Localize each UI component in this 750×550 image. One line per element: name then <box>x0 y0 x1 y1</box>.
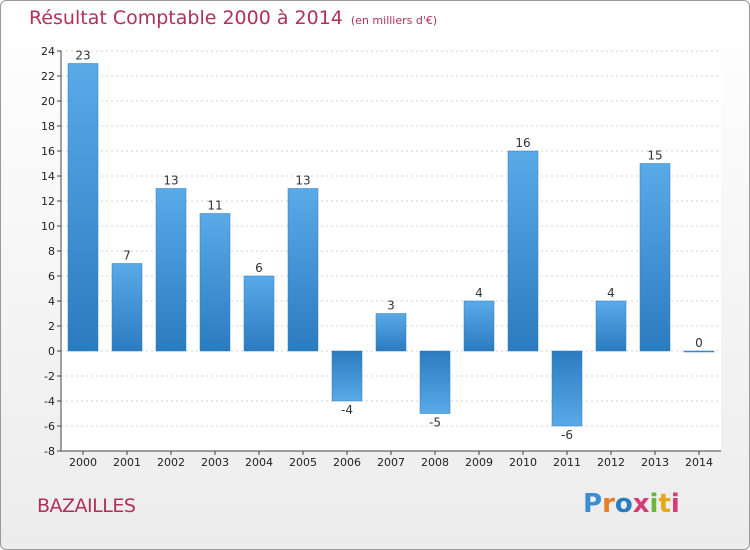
y-tick-label: -8 <box>44 445 55 458</box>
bar <box>155 188 187 352</box>
title-text: Résultat Comptable 2000 à 2014 <box>29 7 343 29</box>
logo-letter: i <box>649 489 659 519</box>
logo-letter: r <box>602 489 615 519</box>
bar <box>331 350 363 402</box>
y-tick-label: 16 <box>41 145 55 158</box>
bar <box>287 188 319 352</box>
bar <box>243 275 275 352</box>
logo-letter: t <box>658 489 671 519</box>
proxiti-logo[interactable]: Proxiti <box>583 489 680 519</box>
y-tick-label: 2 <box>48 320 55 333</box>
y-tick-label: 18 <box>41 120 55 133</box>
x-tick-label: 2008 <box>421 456 449 469</box>
bar <box>595 300 627 352</box>
bar <box>507 150 539 352</box>
y-tick-label: -6 <box>44 420 55 433</box>
data-label: 13 <box>295 174 310 188</box>
y-tick-label: 0 <box>48 345 55 358</box>
bar <box>639 163 671 352</box>
data-label: -6 <box>561 428 573 442</box>
x-tick-label: 2000 <box>69 456 97 469</box>
y-tick-label: 10 <box>41 220 55 233</box>
y-tick-label: 6 <box>48 270 55 283</box>
data-label: 7 <box>123 249 131 263</box>
x-tick-label: 2007 <box>377 456 405 469</box>
y-tick-label: 22 <box>41 70 55 83</box>
bar <box>463 300 495 352</box>
x-tick-label: 2009 <box>465 456 493 469</box>
y-tick-label: 8 <box>48 245 55 258</box>
x-tick-label: 2001 <box>113 456 141 469</box>
bar <box>67 63 99 352</box>
chart-title: Résultat Comptable 2000 à 2014 (en millie… <box>29 7 437 29</box>
bar <box>111 263 143 352</box>
y-tick-label: -4 <box>44 395 55 408</box>
bar <box>419 350 451 414</box>
x-tick-label: 2014 <box>685 456 713 469</box>
x-tick-label: 2012 <box>597 456 625 469</box>
data-label: 16 <box>515 136 530 150</box>
logo-letter: P <box>583 489 603 519</box>
x-tick-label: 2013 <box>641 456 669 469</box>
data-label: 4 <box>475 286 483 300</box>
y-tick-label: 14 <box>41 170 55 183</box>
data-label: 23 <box>75 49 90 63</box>
data-label: 3 <box>387 299 395 313</box>
data-label: -5 <box>429 416 441 430</box>
bar <box>551 350 583 427</box>
data-label: 4 <box>607 286 615 300</box>
data-label: 13 <box>163 174 178 188</box>
x-tick-label: 2010 <box>509 456 537 469</box>
title-unit: (en milliers d'€) <box>350 14 438 27</box>
x-tick-label: 2002 <box>157 456 185 469</box>
bar <box>375 313 407 352</box>
data-label: 0 <box>695 336 703 350</box>
y-tick-label: 12 <box>41 195 55 208</box>
y-tick-label: 24 <box>41 45 55 58</box>
bar <box>683 350 715 353</box>
y-tick-label: 20 <box>41 95 55 108</box>
data-label: -4 <box>341 403 353 417</box>
x-tick-label: 2004 <box>245 456 273 469</box>
x-tick-label: 2006 <box>333 456 361 469</box>
data-label: 11 <box>207 199 222 213</box>
data-label: 6 <box>255 261 263 275</box>
commune-name: BAZAILLES <box>37 495 136 517</box>
x-tick-label: 2003 <box>201 456 229 469</box>
data-label: 15 <box>647 149 662 163</box>
x-tick-label: 2011 <box>553 456 581 469</box>
x-tick-label: 2005 <box>289 456 317 469</box>
y-tick-label: -2 <box>44 370 55 383</box>
logo-letter: o <box>614 489 633 519</box>
logo-letter: x <box>632 489 650 519</box>
bar <box>199 213 231 352</box>
y-tick-label: 4 <box>48 295 55 308</box>
logo-letter: i <box>670 489 680 519</box>
